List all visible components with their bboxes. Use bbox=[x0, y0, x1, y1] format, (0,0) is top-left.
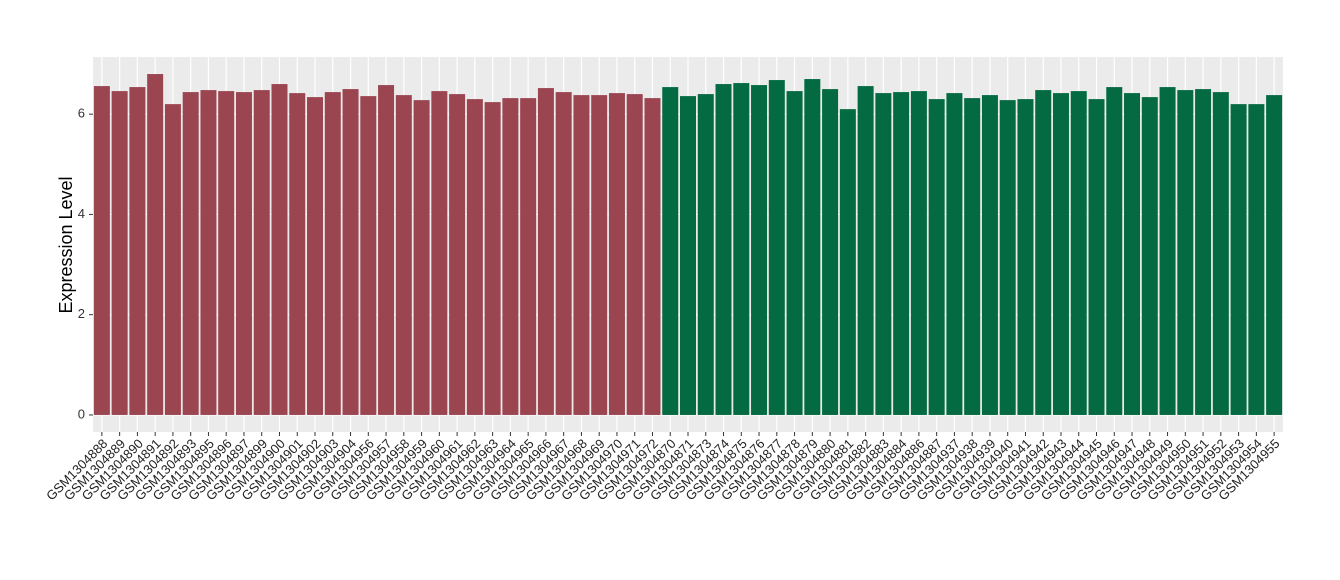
bar bbox=[342, 89, 359, 415]
bar bbox=[431, 91, 448, 415]
bar bbox=[537, 88, 554, 415]
bar bbox=[573, 95, 590, 415]
bar bbox=[413, 100, 430, 415]
bar bbox=[1017, 99, 1034, 415]
bar bbox=[218, 91, 235, 415]
bar bbox=[751, 85, 768, 415]
bar bbox=[289, 93, 306, 415]
bar bbox=[608, 93, 625, 415]
bar bbox=[1035, 90, 1052, 415]
bar bbox=[857, 86, 874, 415]
bar bbox=[484, 102, 501, 415]
bar bbox=[1248, 104, 1265, 415]
bar bbox=[466, 99, 483, 415]
bar bbox=[555, 92, 572, 415]
bar bbox=[164, 104, 181, 415]
bar bbox=[93, 86, 110, 415]
bar bbox=[822, 89, 839, 415]
bar bbox=[182, 92, 199, 415]
bar bbox=[839, 109, 856, 415]
bar bbox=[1266, 95, 1283, 415]
bar bbox=[644, 98, 661, 415]
bar bbox=[591, 95, 608, 415]
bar bbox=[520, 98, 537, 415]
bar bbox=[307, 97, 324, 415]
bar bbox=[981, 95, 998, 415]
y-tick-label: 0 bbox=[78, 406, 85, 421]
y-tick-label: 6 bbox=[78, 106, 85, 121]
bar bbox=[449, 94, 466, 415]
bar bbox=[147, 74, 164, 415]
bar bbox=[1124, 93, 1141, 415]
bar bbox=[786, 91, 803, 415]
bar bbox=[964, 98, 981, 415]
bar bbox=[1141, 97, 1158, 415]
bar bbox=[768, 80, 785, 415]
bar bbox=[129, 87, 146, 415]
bar bbox=[715, 84, 732, 415]
bar bbox=[662, 87, 679, 415]
bar bbox=[235, 92, 252, 415]
bar bbox=[1088, 99, 1105, 415]
bar bbox=[946, 93, 963, 415]
bar bbox=[111, 91, 128, 415]
bar bbox=[910, 91, 927, 415]
bar bbox=[271, 84, 288, 415]
bar bbox=[253, 90, 270, 415]
y-tick-label: 2 bbox=[78, 306, 85, 321]
bar bbox=[1177, 90, 1194, 415]
y-tick-label: 4 bbox=[78, 206, 85, 221]
bar bbox=[200, 90, 217, 415]
bar bbox=[324, 92, 341, 415]
bar bbox=[1230, 104, 1247, 415]
bar bbox=[1159, 87, 1176, 415]
bar bbox=[999, 100, 1016, 415]
bar bbox=[626, 94, 643, 415]
bar bbox=[893, 92, 910, 415]
bar bbox=[502, 98, 519, 415]
bar bbox=[680, 96, 696, 415]
bar bbox=[1212, 92, 1229, 415]
bar bbox=[378, 85, 395, 415]
bar bbox=[1070, 91, 1087, 415]
bar bbox=[928, 99, 945, 415]
bar bbox=[360, 96, 377, 415]
bar bbox=[1106, 87, 1123, 415]
bar bbox=[1052, 93, 1069, 415]
bar bbox=[697, 94, 714, 415]
bar bbox=[395, 95, 412, 415]
bar bbox=[875, 93, 892, 415]
bar bbox=[733, 83, 750, 415]
bar bbox=[1195, 89, 1212, 415]
y-axis-label: Expression Level bbox=[56, 176, 76, 313]
bar bbox=[804, 79, 821, 415]
